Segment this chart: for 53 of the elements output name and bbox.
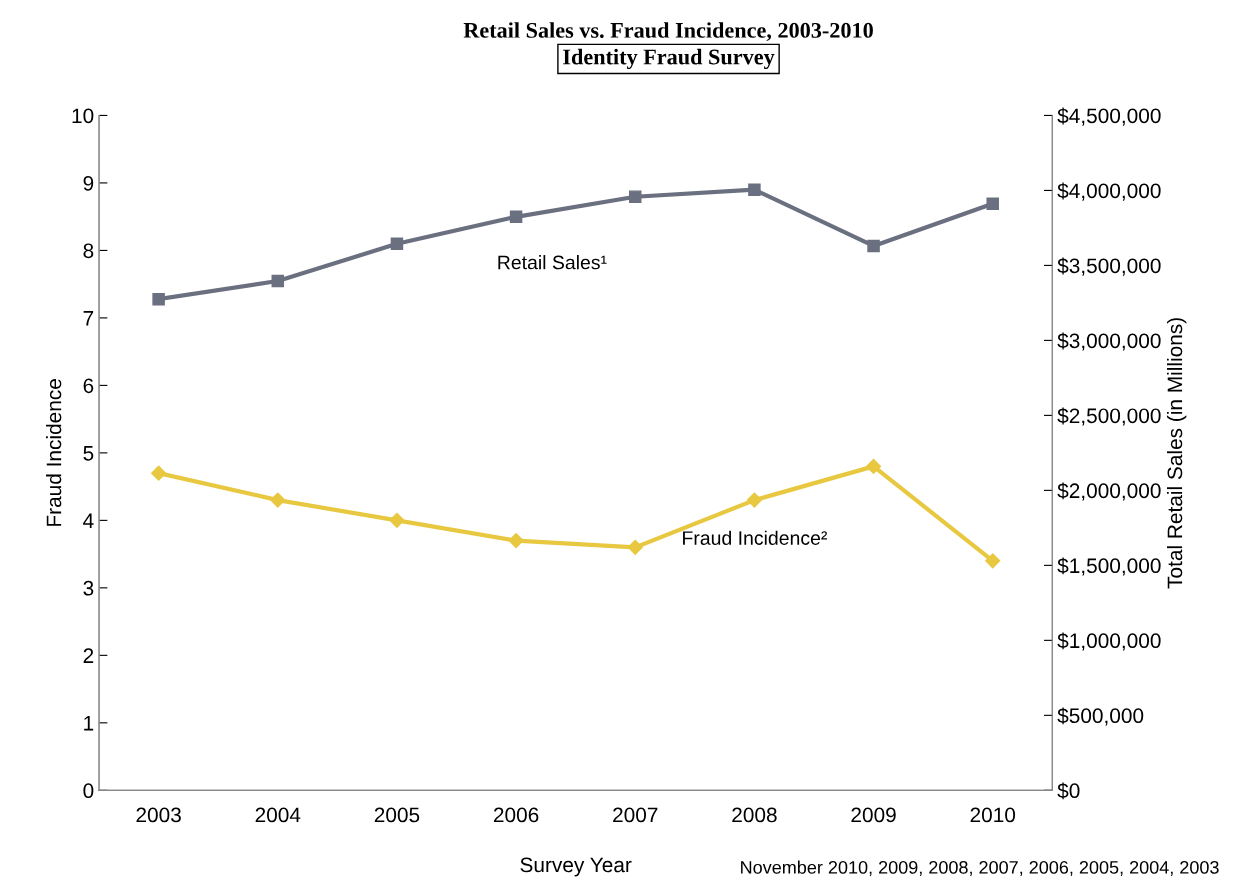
point bbox=[748, 183, 761, 196]
point bbox=[508, 533, 524, 549]
y-axis-title: Fraud Incidence bbox=[46, 379, 62, 526]
y2-tick-label: $1,500,000 bbox=[1057, 557, 1161, 576]
y2-tick-label: $4,500,000 bbox=[1057, 107, 1161, 126]
point bbox=[628, 190, 642, 203]
x-tick-label: 2009 bbox=[851, 807, 896, 823]
y2-tick-label: $2,000,000 bbox=[1057, 482, 1161, 501]
y2-tick-label: $3,500,000 bbox=[1057, 257, 1161, 276]
y-tick-label: 6 bbox=[83, 378, 94, 394]
y-tick-label: 5 bbox=[83, 446, 94, 461]
y-tick-label: 8 bbox=[83, 243, 94, 259]
chart-subtitle: Identity Fraud Survey bbox=[563, 48, 775, 70]
x-tick-label: 2003 bbox=[136, 807, 181, 823]
y-tick-label: 0 bbox=[83, 783, 94, 799]
point bbox=[986, 197, 999, 211]
chart-title: Retail Sales vs. Fraud Incidence, 2003-2010 bbox=[463, 22, 873, 42]
x-tick-label: 2010 bbox=[970, 807, 1016, 823]
text: November 2010, 2009, 2008, 2007, 2006, 2005, 2004, 2003 bbox=[741, 860, 1219, 876]
y-tick-label: 7 bbox=[83, 311, 94, 326]
y2-tick-label: $4,000,000 bbox=[1057, 182, 1161, 201]
point bbox=[509, 210, 523, 224]
y2-tick-label: $3,000,000 bbox=[1057, 332, 1161, 351]
point bbox=[389, 512, 405, 528]
x-tick-label: 2005 bbox=[374, 807, 420, 823]
y2-axis-title: Total Retail Sales (in Millions) bbox=[1166, 318, 1187, 589]
y2-tick-label: $0 bbox=[1057, 782, 1080, 800]
point bbox=[271, 274, 285, 288]
y-tick-label: 4 bbox=[83, 513, 94, 528]
point bbox=[746, 492, 762, 508]
y-tick-label: 10 bbox=[72, 108, 94, 124]
point bbox=[390, 237, 404, 251]
y-tick-label: 9 bbox=[83, 175, 94, 191]
x-tick-label: 2006 bbox=[493, 807, 539, 823]
y2-tick-label: $2,500,000 bbox=[1057, 407, 1161, 426]
y-tick-label: 3 bbox=[83, 580, 94, 596]
point bbox=[865, 458, 882, 474]
point bbox=[627, 539, 643, 555]
point bbox=[867, 239, 880, 253]
series-label: Fraud Incidence² bbox=[683, 530, 827, 545]
x-axis-title: Survey Year bbox=[520, 857, 632, 877]
point bbox=[270, 492, 286, 508]
x-tick-label: 2007 bbox=[613, 807, 658, 823]
point bbox=[152, 292, 165, 306]
point bbox=[985, 553, 1001, 569]
x-tick-label: 2004 bbox=[255, 807, 301, 823]
y2-tick-label: $500,000 bbox=[1057, 707, 1144, 726]
y2-tick-label: $1,000,000 bbox=[1057, 632, 1161, 651]
point bbox=[151, 465, 167, 481]
y-tick-label: 2 bbox=[83, 648, 94, 663]
y-tick-label: 1 bbox=[84, 716, 94, 731]
series-label: Retail Sales¹ bbox=[498, 255, 607, 270]
x-tick-label: 2008 bbox=[732, 807, 777, 823]
